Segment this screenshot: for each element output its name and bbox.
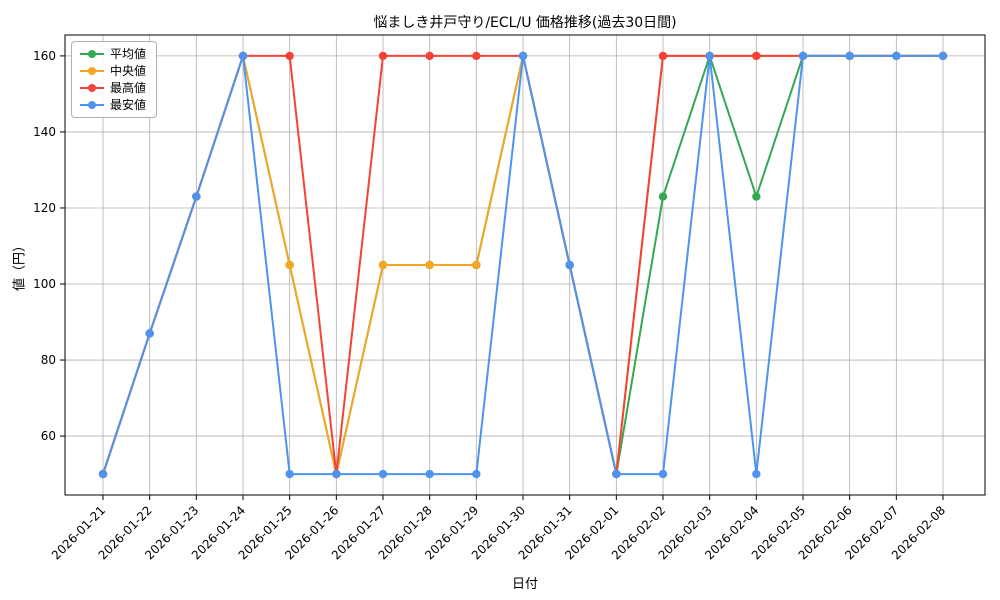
series-最安値 (98, 51, 948, 479)
series-marker (425, 260, 434, 270)
y-tick-label: 60 (41, 429, 56, 443)
legend-item-average: 平均値 (80, 48, 146, 60)
series-marker (472, 51, 481, 61)
series-marker (145, 329, 154, 338)
series-marker (332, 469, 341, 479)
series-marker (425, 51, 434, 61)
series-marker (565, 260, 574, 270)
series-marker (285, 469, 294, 479)
series-marker (752, 192, 761, 201)
series-marker (845, 51, 854, 61)
series-marker (938, 51, 948, 61)
legend: 平均値 中央値 最高値 最安値 (71, 41, 158, 118)
series-marker (892, 51, 901, 61)
legend-swatch-average (80, 49, 104, 59)
series-marker (612, 469, 621, 479)
series-marker (798, 51, 808, 61)
series-marker (472, 260, 481, 270)
series-marker (285, 260, 294, 270)
series-marker (705, 51, 714, 61)
series-marker (518, 51, 528, 61)
legend-label-max: 最高値 (110, 81, 147, 95)
y-axis-label: 値（円） (12, 238, 28, 292)
series-marker (98, 469, 108, 479)
series-marker (285, 51, 294, 61)
series-marker (238, 51, 248, 61)
series-marker (472, 469, 481, 479)
x-axis-label: 日付 (511, 577, 538, 592)
series-marker (378, 51, 388, 61)
series-marker (378, 469, 388, 479)
series-marker (752, 51, 761, 61)
y-tick-label: 160 (33, 49, 56, 63)
series-marker (378, 260, 388, 270)
y-tick-label: 120 (33, 201, 56, 215)
series-marker (192, 192, 201, 201)
y-tick-label: 140 (33, 125, 56, 139)
legend-label-average: 平均値 (110, 47, 147, 61)
legend-label-min: 最安値 (110, 98, 147, 112)
legend-swatch-min (80, 100, 104, 110)
legend-item-median: 中央値 (80, 65, 146, 77)
legend-item-max: 最高値 (80, 82, 146, 94)
legend-swatch-median (80, 66, 104, 76)
series-marker (658, 192, 668, 201)
y-tick-label: 100 (33, 277, 56, 291)
series-marker (658, 469, 668, 479)
series-marker (425, 469, 434, 479)
series-marker (752, 469, 761, 479)
chart-title: 悩ましき井戸守り/ECL/U 価格推移(過去30日間) (373, 15, 677, 31)
legend-item-min: 最安値 (80, 99, 146, 111)
plot-border (64, 34, 986, 496)
legend-label-median: 中央値 (110, 64, 147, 78)
plot-area (65, 35, 985, 495)
y-tick-label: 80 (41, 353, 56, 367)
legend-swatch-max (80, 83, 104, 93)
series-marker (658, 51, 668, 61)
